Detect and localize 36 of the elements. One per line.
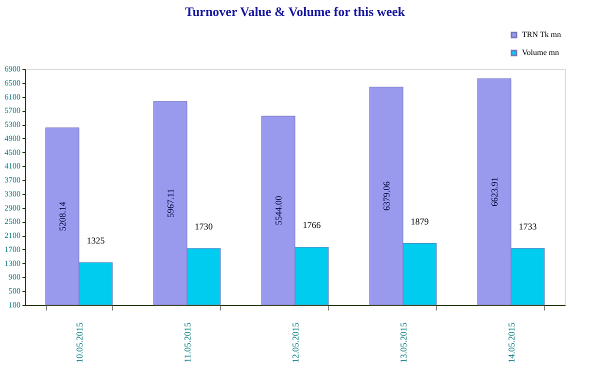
data-label: 5967.11 xyxy=(165,188,176,218)
y-tick-label: 1300 xyxy=(4,258,20,268)
y-tick-label: 5300 xyxy=(4,120,20,130)
y-tick-label: 2500 xyxy=(4,217,20,226)
data-label: 1325 xyxy=(86,235,106,246)
y-tick-label: 6900 xyxy=(4,64,20,74)
y-tick-label: 1700 xyxy=(4,244,20,254)
y-tick-label: 6100 xyxy=(4,92,20,102)
x-tick-label: 10.05.2015 xyxy=(74,322,84,363)
x-tick-label: 12.05.2015 xyxy=(290,322,300,363)
data-label: 1766 xyxy=(302,220,322,230)
data-label: 1730 xyxy=(194,221,214,232)
x-tick-label: 13.05.2015 xyxy=(398,322,408,363)
legend-label: Volume mn xyxy=(522,48,559,57)
y-tick-label: 3300 xyxy=(4,189,20,198)
x-tick-label: 14.05.2015 xyxy=(506,322,516,363)
y-tick-label: 4900 xyxy=(4,134,20,143)
y-tick-label: 2100 xyxy=(4,231,20,240)
y-tick-label: 4100 xyxy=(4,162,20,171)
data-label: 6623.91 xyxy=(489,177,500,206)
chart-title: Turnover Value & Volume for this week xyxy=(184,4,406,19)
y-tick-label: 900 xyxy=(8,272,20,282)
data-label: 5208.14 xyxy=(57,201,68,231)
y-tick-label: 3700 xyxy=(4,176,20,185)
data-label: 1879 xyxy=(410,216,430,226)
data-label: 5544.00 xyxy=(273,195,284,226)
y-tick-label: 4500 xyxy=(4,148,20,157)
y-tick-label: 500 xyxy=(8,286,20,296)
data-label: 1733 xyxy=(518,221,538,232)
y-tick-label: 5700 xyxy=(4,106,20,116)
x-tick-label: 11.05.2015 xyxy=(182,322,192,363)
y-tick-label: 100 xyxy=(8,300,20,310)
legend-label: TRN Tk mn xyxy=(522,30,561,39)
y-tick-label: 2900 xyxy=(4,203,20,212)
data-label: 6379.06 xyxy=(381,180,392,211)
y-tick-label: 6500 xyxy=(4,78,20,88)
